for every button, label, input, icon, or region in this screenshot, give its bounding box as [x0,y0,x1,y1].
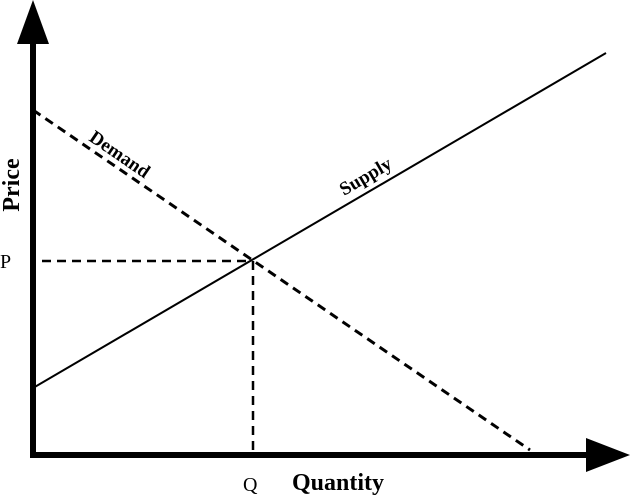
price-label: P [0,251,11,273]
y-axis-title: Price [0,158,25,212]
x-axis-title: Quantity [292,470,384,496]
x-axis-arrow-icon [586,438,630,472]
demand-curve [32,108,531,452]
supply-curve [32,52,607,389]
y-axis-arrow-icon [17,0,49,44]
demand-label: Demand [85,127,154,183]
quantity-label: Q [243,474,258,496]
